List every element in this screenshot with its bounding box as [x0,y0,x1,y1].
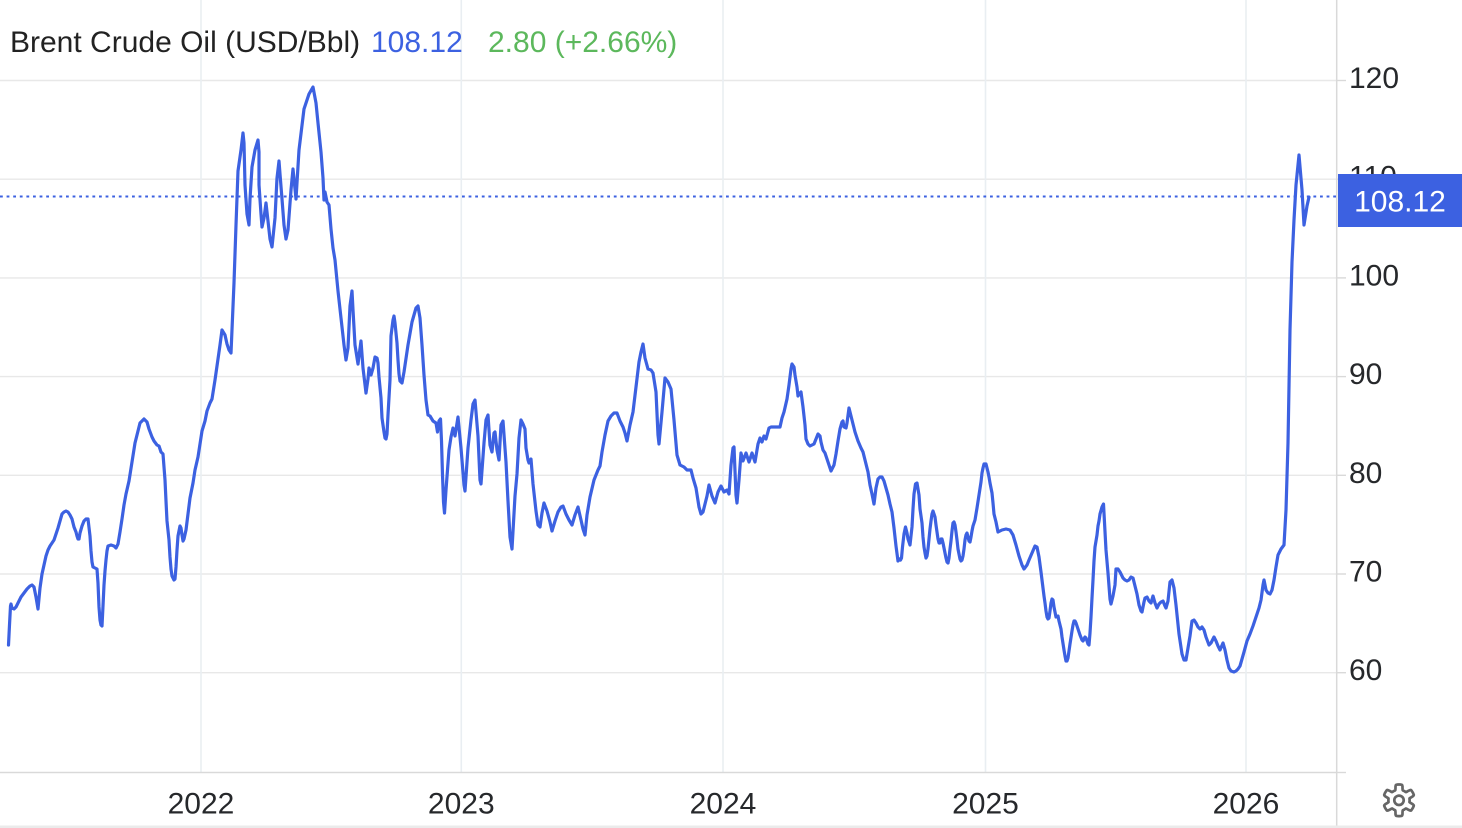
svg-text:2026: 2026 [1213,788,1280,821]
svg-text:2023: 2023 [428,788,495,821]
svg-text:108.12: 108.12 [1354,186,1446,219]
svg-text:120: 120 [1349,62,1399,95]
svg-text:100: 100 [1349,259,1399,292]
svg-text:2024: 2024 [690,788,757,821]
svg-text:2022: 2022 [168,788,235,821]
svg-text:80: 80 [1349,457,1382,490]
svg-text:2025: 2025 [952,788,1019,821]
svg-text:90: 90 [1349,358,1382,391]
svg-text:60: 60 [1349,654,1382,687]
svg-text:2.80 (+2.66%): 2.80 (+2.66%) [488,26,677,59]
svg-text:Brent Crude Oil (USD/Bbl): Brent Crude Oil (USD/Bbl) [10,26,360,59]
svg-text:108.12: 108.12 [371,26,463,59]
svg-text:70: 70 [1349,556,1382,589]
